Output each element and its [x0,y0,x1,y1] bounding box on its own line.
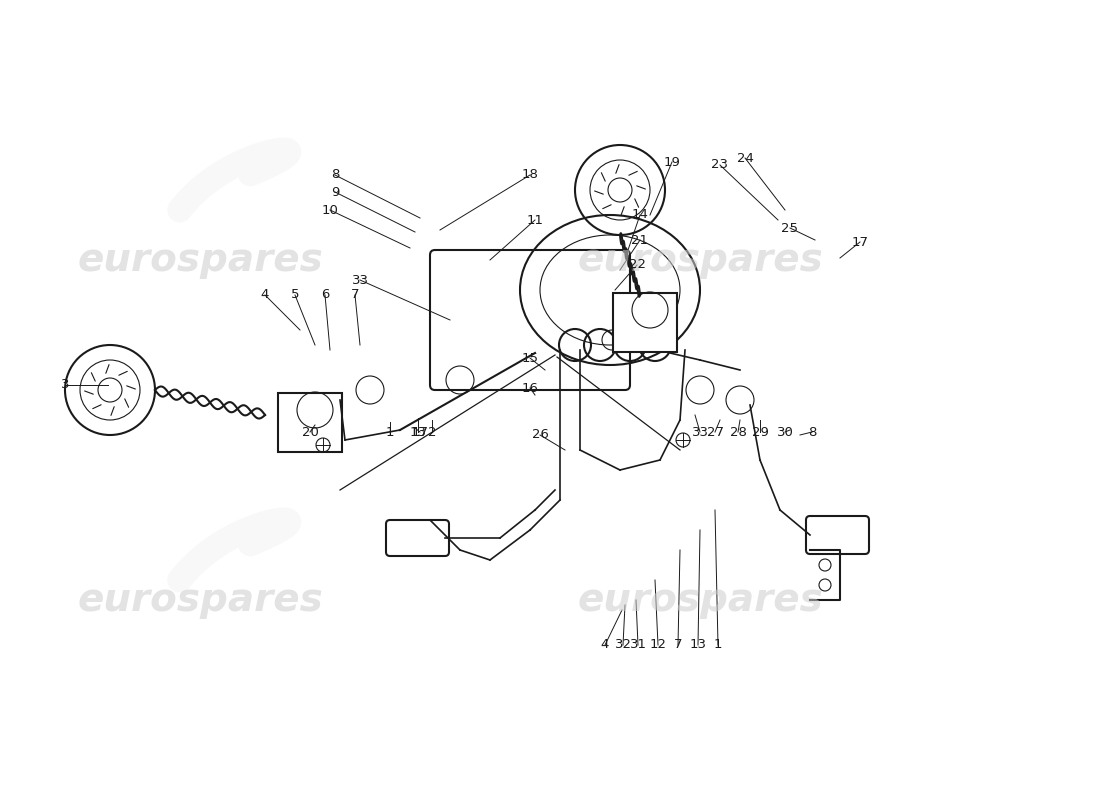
Text: 6: 6 [321,289,329,302]
Text: 5: 5 [290,289,299,302]
Text: 26: 26 [531,429,549,442]
Text: 4: 4 [601,638,609,651]
FancyBboxPatch shape [613,293,676,352]
Text: 19: 19 [663,155,681,169]
Text: 27: 27 [706,426,724,438]
Text: 20: 20 [301,426,318,438]
Text: 7: 7 [673,638,682,651]
FancyBboxPatch shape [806,516,869,554]
Text: 17: 17 [851,235,869,249]
Text: 22: 22 [628,258,646,271]
Text: 12: 12 [649,638,667,651]
Text: 11: 11 [527,214,543,226]
Text: eurospares: eurospares [77,241,323,279]
Text: 13: 13 [690,638,706,651]
Text: 30: 30 [777,426,793,438]
Text: 28: 28 [729,426,747,438]
Text: 15: 15 [521,351,539,365]
Text: 2: 2 [428,426,437,438]
Text: 24: 24 [737,151,754,165]
FancyBboxPatch shape [386,520,449,556]
Text: 4: 4 [261,289,270,302]
Text: 21: 21 [631,234,649,246]
Text: 29: 29 [751,426,769,438]
Text: eurospares: eurospares [578,241,823,279]
Text: eurospares: eurospares [77,581,323,619]
Text: 32: 32 [615,638,631,651]
Text: 14: 14 [631,209,648,222]
FancyBboxPatch shape [430,250,630,390]
Text: 17: 17 [411,426,429,438]
Text: 3: 3 [60,378,69,391]
Text: 31: 31 [629,638,647,651]
Text: 33: 33 [692,426,708,438]
Text: 13: 13 [409,426,427,438]
Text: 10: 10 [321,203,339,217]
Text: 25: 25 [781,222,799,234]
Text: 1: 1 [714,638,723,651]
Text: 7: 7 [351,289,360,302]
Text: 16: 16 [521,382,538,394]
FancyBboxPatch shape [278,393,342,452]
Text: 18: 18 [521,169,538,182]
Text: 8: 8 [807,426,816,438]
Text: 8: 8 [331,169,339,182]
Text: 33: 33 [352,274,368,286]
Text: 23: 23 [712,158,728,171]
Text: 9: 9 [331,186,339,198]
Text: eurospares: eurospares [578,581,823,619]
Text: 1: 1 [386,426,394,438]
